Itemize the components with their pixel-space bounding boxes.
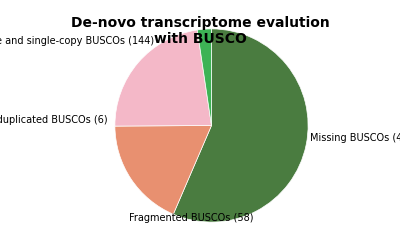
Wedge shape [115,126,212,214]
Text: Fragmented BUSCOs (58): Fragmented BUSCOs (58) [128,213,253,223]
Text: Complete and duplicated BUSCOs (6): Complete and duplicated BUSCOs (6) [0,114,108,124]
Text: Missing BUSCOs (47): Missing BUSCOs (47) [310,132,400,142]
Wedge shape [197,30,212,126]
Wedge shape [115,31,212,127]
Wedge shape [173,30,308,222]
Text: De-novo transcriptome evalution
with BUSCO: De-novo transcriptome evalution with BUS… [71,16,329,46]
Text: Complete and single-copy BUSCOs (144): Complete and single-copy BUSCOs (144) [0,36,154,46]
